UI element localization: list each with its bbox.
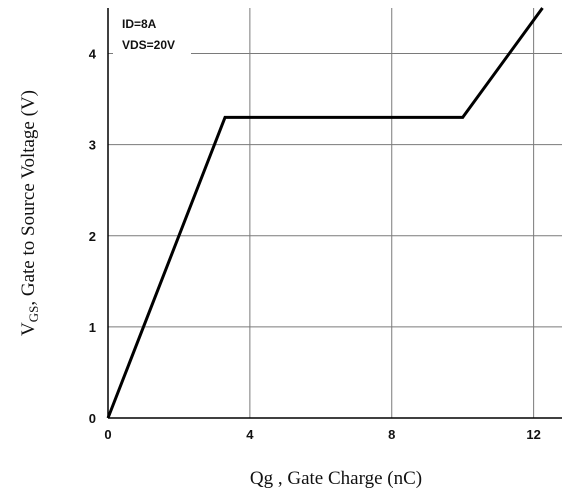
y-tick-label-4: 4 [89,47,97,62]
y-axis-label-rest: , Gate to Source Voltage (V) [18,90,39,306]
y-axis-label-main: V [18,322,39,336]
x-axis-label: Qg , Gate Charge (nC) [250,468,422,488]
y-axis-label: VGS, Gate to Source Voltage (V) [18,90,41,336]
y-axis-label-subscript: GS [26,306,41,323]
series-group [106,7,544,419]
legend-id-label: ID=8A [122,17,157,31]
axes [107,8,562,419]
x-tick-label-3: 12 [526,427,540,442]
series-line-0 [106,7,544,419]
legend-background [113,10,191,56]
x-tick-label-0: 0 [104,427,111,442]
legend-vds-label: VDS=20V [122,38,175,52]
y-tick-label-3: 3 [89,138,96,153]
y-tick-label-0: 0 [89,411,96,426]
y-tick-label-1: 1 [89,320,96,335]
y-tick-label-2: 2 [89,229,96,244]
x-tick-label-2: 8 [388,427,395,442]
legend-box: ID=8A VDS=20V [113,10,191,56]
x-tick-label-1: 4 [246,427,254,442]
plot-background [108,8,562,418]
